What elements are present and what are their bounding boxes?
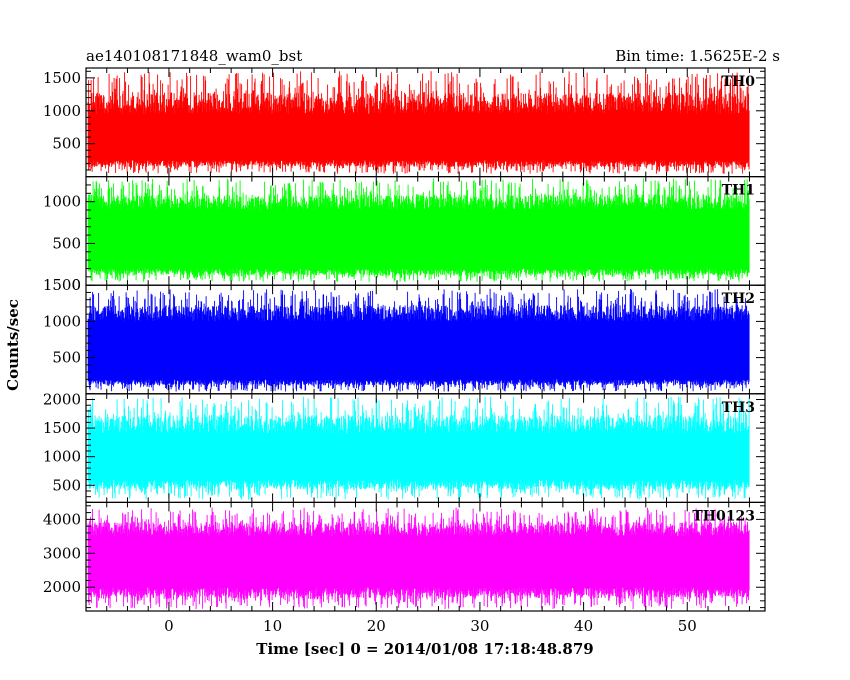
series-th0-band	[88, 114, 750, 161]
panel-label-th3: TH3	[722, 400, 755, 416]
panel-frame-th0123	[85, 501, 766, 612]
y-tick-label: 500	[52, 349, 81, 367]
series-th2-band	[88, 321, 750, 380]
x-tick-label: 40	[574, 617, 593, 635]
series-th0123-band	[88, 536, 750, 588]
y-tick-label: 500	[52, 476, 81, 494]
series-th1-band	[88, 210, 750, 269]
panel-label-th1: TH1	[722, 183, 755, 199]
y-tick-label: 1500	[43, 419, 81, 437]
y-tick-label: 1500	[43, 276, 81, 294]
x-axis-label: Time [sec] 0 = 2014/01/08 17:18:48.879	[256, 640, 593, 658]
y-tick-label: 0	[71, 276, 81, 294]
y-tick-label: 2000	[43, 578, 81, 596]
x-tick-label: 20	[367, 617, 386, 635]
panel-label-th0123: TH0123	[692, 508, 755, 524]
y-tick-label: 2000	[43, 391, 81, 409]
y-axis-label: Counts/sec	[4, 299, 22, 391]
y-tick-label: 500	[52, 234, 81, 252]
y-tick-label: 1000	[43, 448, 81, 466]
plot-title-left: ae140108171848_wam0_bst	[86, 47, 302, 65]
y-tick-label: 1500	[43, 69, 81, 87]
panel-label-th2: TH2	[722, 291, 755, 307]
y-tick-label: 4000	[43, 510, 81, 528]
y-tick-label: 500	[52, 135, 81, 153]
x-tick-label: 0	[164, 617, 174, 635]
plot-title-right: Bin time: 1.5625E-2 s	[615, 47, 780, 65]
x-tick-label: 10	[263, 617, 282, 635]
panel-label-th0: TH0	[722, 74, 756, 90]
y-tick-label: 1000	[43, 193, 81, 211]
y-tick-label: 3000	[43, 544, 81, 562]
series-th3-band	[88, 433, 750, 480]
x-tick-label: 50	[678, 617, 697, 635]
x-tick-label: 30	[470, 617, 489, 635]
y-tick-label: 1000	[43, 102, 81, 120]
y-tick-label: 1000	[43, 312, 81, 330]
